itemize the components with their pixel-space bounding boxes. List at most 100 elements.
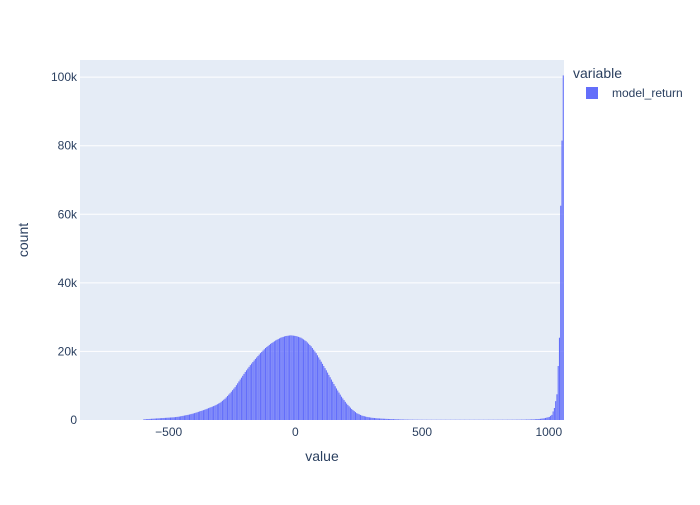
histogram-bar[interactable] xyxy=(245,372,246,420)
histogram-bar[interactable] xyxy=(376,418,377,420)
histogram-bar[interactable] xyxy=(233,389,234,420)
histogram-bar[interactable] xyxy=(383,419,384,420)
histogram-bar[interactable] xyxy=(216,405,217,420)
histogram-bar[interactable] xyxy=(317,355,318,420)
histogram-bar[interactable] xyxy=(346,404,347,420)
histogram-bar[interactable] xyxy=(379,418,380,420)
histogram-bar[interactable] xyxy=(268,346,269,420)
histogram-bar[interactable] xyxy=(316,353,317,420)
histogram-bar[interactable] xyxy=(213,406,214,420)
histogram-bar[interactable] xyxy=(148,419,149,420)
histogram-bar[interactable] xyxy=(541,419,542,420)
histogram-bar[interactable] xyxy=(150,419,151,420)
histogram-bar[interactable] xyxy=(255,359,256,420)
histogram-bar[interactable] xyxy=(153,419,154,420)
histogram-bar[interactable] xyxy=(555,401,556,420)
histogram-bar[interactable] xyxy=(398,419,399,420)
histogram-bar[interactable] xyxy=(545,418,546,420)
histogram-bar[interactable] xyxy=(161,418,162,420)
histogram-bar[interactable] xyxy=(328,375,329,420)
histogram-bar[interactable] xyxy=(335,386,336,420)
histogram-bar[interactable] xyxy=(314,351,315,420)
histogram-bar[interactable] xyxy=(369,417,370,420)
histogram-bar[interactable] xyxy=(254,361,255,420)
histogram-bar[interactable] xyxy=(342,398,343,420)
histogram-bar[interactable] xyxy=(227,396,228,420)
histogram-bar[interactable] xyxy=(368,417,369,420)
histogram-bar[interactable] xyxy=(373,418,374,420)
histogram-bar[interactable] xyxy=(208,408,209,420)
histogram-bar[interactable] xyxy=(392,419,393,420)
histogram-bar[interactable] xyxy=(331,380,332,420)
histogram-bar[interactable] xyxy=(321,362,322,420)
histogram-bar[interactable] xyxy=(532,419,533,420)
histogram-bar[interactable] xyxy=(292,335,293,420)
histogram-bar[interactable] xyxy=(380,419,381,420)
histogram-bar[interactable] xyxy=(397,419,398,420)
histogram-bar[interactable] xyxy=(165,418,166,420)
histogram-bar[interactable] xyxy=(559,338,560,420)
histogram-bar[interactable] xyxy=(166,418,167,420)
histogram-bar[interactable] xyxy=(218,404,219,420)
histogram-bar[interactable] xyxy=(184,416,185,420)
histogram-bar[interactable] xyxy=(360,415,361,420)
histogram-bar[interactable] xyxy=(393,419,394,420)
histogram-bar[interactable] xyxy=(535,419,536,420)
histogram-bar[interactable] xyxy=(259,355,260,420)
histogram-bar[interactable] xyxy=(226,397,227,420)
histogram-bar[interactable] xyxy=(278,339,279,420)
histogram-bar[interactable] xyxy=(558,366,559,420)
histogram-bar[interactable] xyxy=(325,368,326,420)
histogram-bar[interactable] xyxy=(186,415,187,420)
histogram-bar[interactable] xyxy=(313,350,314,420)
histogram-bar[interactable] xyxy=(212,407,213,420)
histogram-bar[interactable] xyxy=(298,337,299,420)
histogram-bar[interactable] xyxy=(193,413,194,420)
legend-item-model-return[interactable]: model_return xyxy=(586,86,683,100)
histogram-bar[interactable] xyxy=(390,419,391,420)
histogram-bar[interactable] xyxy=(197,412,198,420)
histogram-bar[interactable] xyxy=(300,338,301,420)
histogram-bar[interactable] xyxy=(211,407,212,420)
histogram-bar[interactable] xyxy=(561,141,562,420)
histogram-bar[interactable] xyxy=(285,336,286,420)
histogram-bar[interactable] xyxy=(371,418,372,420)
histogram-bar[interactable] xyxy=(176,417,177,420)
histogram-bar[interactable] xyxy=(207,409,208,420)
histogram-bar[interactable] xyxy=(308,344,309,420)
histogram-bar[interactable] xyxy=(548,417,549,420)
histogram-bar[interactable] xyxy=(273,342,274,420)
histogram-bar[interactable] xyxy=(537,419,538,420)
histogram-bar[interactable] xyxy=(172,417,173,420)
histogram-bar[interactable] xyxy=(551,415,552,420)
histogram-bar[interactable] xyxy=(330,377,331,420)
histogram-bar[interactable] xyxy=(287,336,288,420)
histogram-bar[interactable] xyxy=(556,394,557,420)
histogram-bar[interactable] xyxy=(178,417,179,420)
histogram-bar[interactable] xyxy=(246,370,247,420)
histogram-bar[interactable] xyxy=(402,419,403,420)
histogram-bar[interactable] xyxy=(554,408,555,420)
histogram-bar[interactable] xyxy=(250,365,251,420)
histogram-bar[interactable] xyxy=(199,411,200,420)
histogram-bar[interactable] xyxy=(312,348,313,420)
histogram-bar[interactable] xyxy=(534,419,535,420)
histogram-bar[interactable] xyxy=(221,402,222,420)
histogram-bar[interactable] xyxy=(260,353,261,420)
histogram-bar[interactable] xyxy=(364,416,365,420)
histogram-bar[interactable] xyxy=(530,419,531,420)
histogram-bar[interactable] xyxy=(232,390,233,420)
histogram-bar[interactable] xyxy=(238,381,239,420)
histogram-bar[interactable] xyxy=(293,336,294,420)
histogram-bar[interactable] xyxy=(200,411,201,420)
histogram-bar[interactable] xyxy=(252,362,253,420)
histogram-bar[interactable] xyxy=(247,369,248,420)
histogram-bar[interactable] xyxy=(288,336,289,420)
histogram-bar[interactable] xyxy=(297,336,298,420)
histogram-bar[interactable] xyxy=(222,401,223,420)
histogram-bar[interactable] xyxy=(209,408,210,420)
histogram-bar[interactable] xyxy=(289,335,290,420)
histogram-bar[interactable] xyxy=(257,356,258,420)
histogram-bar[interactable] xyxy=(265,348,266,420)
histogram-bar[interactable] xyxy=(327,373,328,420)
